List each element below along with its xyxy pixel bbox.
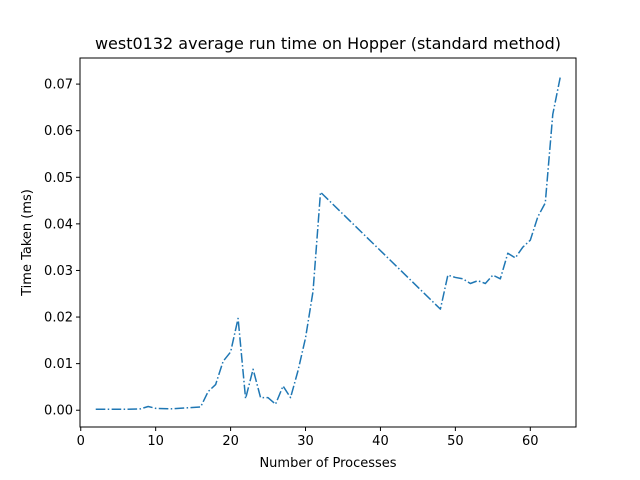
series-layer (95, 76, 562, 411)
x-tick-label: 10 (147, 434, 164, 449)
plot-frame (79, 57, 577, 428)
x-axis-label: Number of Processes (259, 456, 396, 471)
x-tick-label: 50 (447, 434, 464, 449)
x-tick-label: 20 (222, 434, 239, 449)
y-tick-label: 0.03 (44, 264, 73, 279)
y-axis-label: Time Taken (ms) (20, 189, 35, 297)
x-tick-label: 60 (522, 434, 539, 449)
y-tick-label: 0.05 (44, 171, 73, 186)
x-tick-label: 30 (297, 434, 314, 449)
y-axis: 0.00 0.01 0.02 0.03 0.04 0.05 0.06 0.07 (44, 78, 80, 419)
y-tick-label: 0.01 (44, 357, 73, 372)
y-tick-label: 0.04 (44, 217, 73, 232)
x-tick-label: 40 (372, 434, 389, 449)
y-tick-label: 0.06 (44, 124, 73, 139)
y-tick-label: 0.00 (44, 404, 73, 419)
series-line-0 (95, 76, 562, 411)
y-tick-label: 0.07 (44, 78, 73, 93)
chart-title: west0132 average run time on Hopper (sta… (95, 34, 561, 53)
x-tick-label: 0 (77, 434, 85, 449)
x-axis: 0 10 20 30 40 50 60 (77, 427, 539, 449)
y-tick-label: 0.02 (44, 311, 73, 326)
